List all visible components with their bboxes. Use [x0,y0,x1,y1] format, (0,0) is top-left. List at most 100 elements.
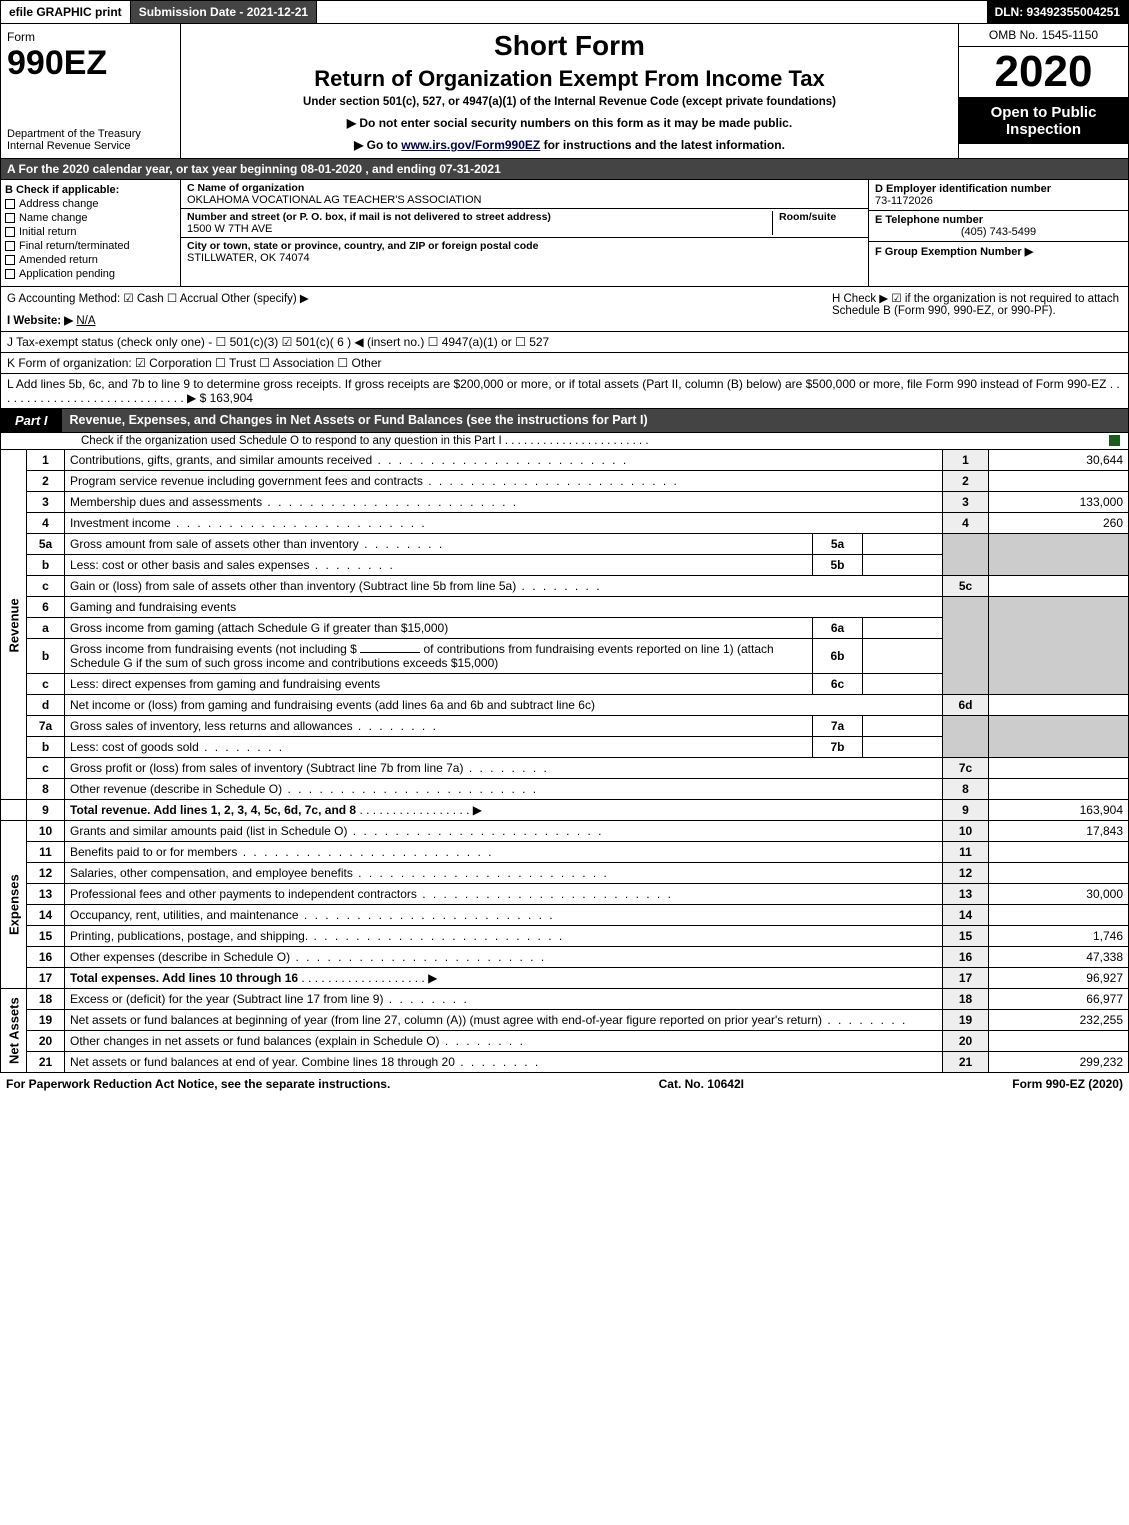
line-16-value: 47,338 [989,947,1129,968]
form-number: 990EZ [7,44,174,83]
dept-irs: Internal Revenue Service [7,140,174,152]
line-6b-value [863,639,943,674]
line-6a-value [863,618,943,639]
org-name-label: C Name of organization [187,182,862,194]
street-label: Number and street (or P. O. box, if mail… [187,211,772,223]
form-version: Form 990-EZ (2020) [1012,1077,1123,1091]
submission-date: Submission Date - 2021-12-21 [131,1,317,23]
line-21-desc: Net assets or fund balances at end of ye… [65,1052,943,1073]
line-7b-value [863,737,943,758]
line-5a-value [863,534,943,555]
chk-name-change[interactable] [5,213,15,223]
line-8-value [989,779,1129,800]
dept-treasury: Department of the Treasury [7,128,174,140]
line-10-value: 17,843 [989,821,1129,842]
line-3-value: 133,000 [989,492,1129,513]
line-14-value [989,905,1129,926]
line-20-desc: Other changes in net assets or fund bala… [65,1031,943,1052]
city-label: City or town, state or province, country… [187,240,862,252]
chk-address-change[interactable] [5,199,15,209]
line-5c-desc: Gain or (loss) from sale of assets other… [65,576,943,597]
line-4-value: 260 [989,513,1129,534]
chk-application-pending[interactable] [5,269,15,279]
city-state-zip: STILLWATER, OK 74074 [187,252,862,264]
line-10-desc: Grants and similar amounts paid (list in… [65,821,943,842]
dln: DLN: 93492355004251 [987,1,1128,23]
short-form-title: Short Form [191,30,948,62]
line-2-desc: Program service revenue including govern… [65,471,943,492]
line-6d-desc: Net income or (loss) from gaming and fun… [65,695,943,716]
group-exemption-label: F Group Exemption Number ▶ [875,245,1122,258]
line-h: H Check ▶ ☑ if the organization is not r… [822,291,1122,327]
ein-label: D Employer identification number [875,183,1122,195]
form-header: Form 990EZ Department of the Treasury In… [0,24,1129,159]
line-1-value: 30,644 [989,450,1129,471]
line-5b-value [863,555,943,576]
line-7b-desc: Less: cost of goods sold [65,737,813,758]
header-left: Form 990EZ Department of the Treasury In… [1,24,181,158]
line-15-value: 1,746 [989,926,1129,947]
irs-link[interactable]: www.irs.gov/Form990EZ [401,138,540,152]
revenue-side-label: Revenue [1,450,27,800]
line-12-value [989,863,1129,884]
net-assets-side-label: Net Assets [1,989,27,1073]
page-footer: For Paperwork Reduction Act Notice, see … [0,1073,1129,1095]
ein: 73-1172026 [875,195,1122,207]
line-7a-value [863,716,943,737]
line-17-desc: Total expenses. Add lines 10 through 16 … [65,968,943,989]
line-5a-desc: Gross amount from sale of assets other t… [65,534,813,555]
part-1-title: Revenue, Expenses, and Changes in Net As… [62,409,1128,432]
line-5c-value [989,576,1129,597]
phone-label: E Telephone number [875,214,1122,226]
line-21-value: 299,232 [989,1052,1129,1073]
line-j: J Tax-exempt status (check only one) - ☐… [0,332,1129,353]
header-right: OMB No. 1545-1150 2020 Open to Public In… [958,24,1128,158]
box-def: D Employer identification number 73-1172… [868,180,1128,286]
line-13-value: 30,000 [989,884,1129,905]
org-info-grid: B Check if applicable: Address change Na… [0,180,1129,287]
part-1-table: Revenue 1 Contributions, gifts, grants, … [0,450,1129,1073]
chk-final-return[interactable] [5,241,15,251]
line-6-desc: Gaming and fundraising events [65,597,943,618]
goto-line: ▶ Go to www.irs.gov/Form990EZ for instru… [191,138,948,152]
line-6b-desc: Gross income from fundraising events (no… [65,639,813,674]
line-16-desc: Other expenses (describe in Schedule O) [65,947,943,968]
line-13-desc: Professional fees and other payments to … [65,884,943,905]
open-inspection: Open to Public Inspection [959,98,1128,144]
line-18-desc: Excess or (deficit) for the year (Subtra… [65,989,943,1010]
line-19-desc: Net assets or fund balances at beginning… [65,1010,943,1031]
line-5b-desc: Less: cost or other basis and sales expe… [65,555,813,576]
ssn-warning: ▶ Do not enter social security numbers o… [191,116,948,130]
cat-number: Cat. No. 10642I [659,1077,744,1091]
line-k: K Form of organization: ☑ Corporation ☐ … [0,353,1129,374]
line-6d-value [989,695,1129,716]
line-9-value: 163,904 [989,800,1129,821]
line-6a-desc: Gross income from gaming (attach Schedul… [65,618,813,639]
chk-initial-return[interactable] [5,227,15,237]
part-1-schedule-o: Check if the organization used Schedule … [0,433,1129,450]
expenses-side-label: Expenses [1,821,27,989]
top-bar: efile GRAPHIC print Submission Date - 20… [0,0,1129,24]
line-1-desc: Contributions, gifts, grants, and simila… [65,450,943,471]
line-11-desc: Benefits paid to or for members [65,842,943,863]
efile-label: efile GRAPHIC print [1,1,131,23]
line-15-desc: Printing, publications, postage, and shi… [65,926,943,947]
line-14-desc: Occupancy, rent, utilities, and maintena… [65,905,943,926]
line-7c-value [989,758,1129,779]
line-12-desc: Salaries, other compensation, and employ… [65,863,943,884]
tax-year-band: A For the 2020 calendar year, or tax yea… [0,159,1129,180]
line-l: L Add lines 5b, 6c, and 7b to line 9 to … [0,374,1129,409]
room-label: Room/suite [779,211,862,223]
website-label: I Website: ▶ [7,315,73,327]
schedule-o-check[interactable] [1109,435,1120,446]
box-b: B Check if applicable: Address change Na… [1,180,181,286]
part-1-header: Part I Revenue, Expenses, and Changes in… [0,409,1129,433]
line-4-desc: Investment income [65,513,943,534]
line-8-desc: Other revenue (describe in Schedule O) [65,779,943,800]
chk-amended-return[interactable] [5,255,15,265]
box-b-label: B Check if applicable: [5,184,176,196]
return-title: Return of Organization Exempt From Incom… [191,66,948,92]
tax-year: 2020 [959,47,1128,98]
box-c: C Name of organization OKLAHOMA VOCATION… [181,180,868,286]
org-name: OKLAHOMA VOCATIONAL AG TEACHER'S ASSOCIA… [187,194,862,206]
